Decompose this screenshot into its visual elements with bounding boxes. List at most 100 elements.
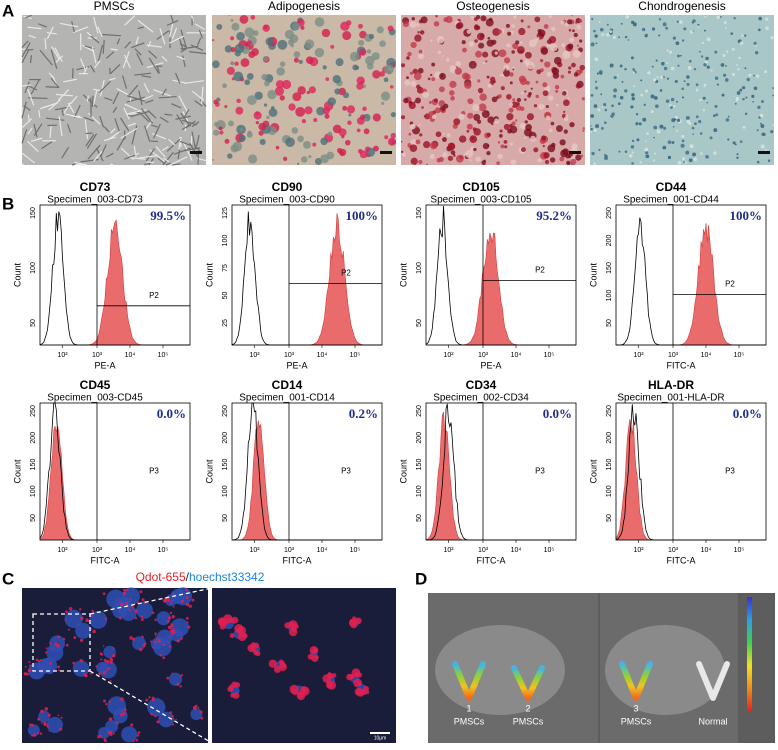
- stain: [504, 145, 508, 149]
- stain: [548, 36, 557, 44]
- stain: [556, 125, 563, 132]
- x-tick-label: 10⁵: [158, 352, 169, 359]
- stain: [509, 72, 514, 77]
- stain: [224, 138, 230, 144]
- cell: [80, 158, 99, 163]
- stain: [617, 102, 621, 106]
- stain: [612, 35, 617, 39]
- stain: [756, 129, 759, 132]
- cell: [163, 157, 170, 163]
- stain: [681, 96, 685, 99]
- cell: [21, 129, 28, 144]
- stain: [656, 129, 661, 134]
- panel-label: A: [2, 1, 14, 20]
- stain: [703, 63, 707, 67]
- stain: [308, 86, 316, 94]
- scale-bar: [190, 151, 202, 154]
- x-tick-label: 10⁴: [511, 547, 522, 554]
- stain: [687, 65, 692, 70]
- stain: [458, 113, 465, 120]
- stain: [406, 56, 410, 60]
- cell: [97, 44, 104, 62]
- stain: [469, 135, 478, 144]
- stain: [487, 83, 493, 88]
- stain: [714, 76, 719, 80]
- cell: [29, 55, 33, 64]
- qdot: [110, 730, 113, 733]
- stain: [229, 15, 231, 17]
- stain: [433, 98, 438, 103]
- stain: [748, 73, 752, 77]
- stain: [549, 43, 558, 52]
- stain: [443, 103, 449, 109]
- graft-number: 3: [633, 703, 638, 713]
- stain: [316, 106, 325, 116]
- cell: [153, 89, 172, 97]
- stain: [663, 126, 667, 130]
- stain: [262, 24, 270, 32]
- stain: [431, 77, 436, 82]
- v-graft: [696, 661, 730, 701]
- qdot: [80, 616, 84, 620]
- stain: [681, 134, 685, 138]
- cell: [41, 141, 53, 150]
- stain: [739, 88, 743, 92]
- cell: [45, 86, 60, 88]
- stain: [594, 34, 598, 38]
- qdot: [107, 667, 111, 670]
- stain: [590, 93, 594, 97]
- stain: [676, 100, 678, 103]
- stain: [503, 69, 511, 77]
- qdot: [59, 727, 63, 731]
- cell: [108, 77, 116, 81]
- cell: [116, 88, 129, 96]
- cell: [161, 55, 168, 62]
- x-tick-label: 10⁵: [158, 547, 169, 554]
- cell: [137, 26, 144, 30]
- stain: [472, 104, 480, 112]
- qdot: [357, 681, 362, 686]
- stain: [321, 28, 331, 38]
- stain: [422, 50, 425, 53]
- y-axis-label: Count: [398, 459, 408, 484]
- stain: [491, 96, 498, 103]
- cell: [104, 97, 113, 101]
- stain: [671, 141, 675, 144]
- qdot: [68, 606, 73, 611]
- stain: [685, 116, 690, 121]
- stain: [506, 94, 512, 100]
- stain: [363, 128, 370, 135]
- stain: [427, 77, 431, 81]
- cell: [63, 102, 72, 114]
- stain: [421, 106, 424, 109]
- panel-label: B: [2, 194, 14, 213]
- stain: [619, 64, 623, 68]
- cell: [157, 157, 166, 165]
- qdot: [122, 591, 127, 595]
- qdot: [100, 658, 103, 661]
- stain: [598, 21, 601, 24]
- stain: [650, 110, 654, 114]
- cell: [33, 123, 43, 136]
- qdot: [26, 672, 29, 676]
- stain: [494, 51, 498, 55]
- stain: [429, 154, 435, 160]
- y-tick-label: 200: [222, 432, 229, 444]
- stain: [247, 130, 252, 135]
- stain: [264, 80, 270, 87]
- stain: [745, 96, 748, 99]
- stain: [409, 100, 412, 104]
- qdot: [188, 604, 192, 608]
- cell: [123, 107, 130, 120]
- stain: [342, 92, 350, 99]
- stain: [292, 22, 300, 31]
- qdot: [112, 654, 116, 658]
- cell: [27, 127, 33, 135]
- stain: [672, 125, 675, 128]
- stain: [596, 72, 600, 75]
- y-tick-label: 200: [606, 432, 613, 444]
- stain: [506, 113, 514, 121]
- cell: [88, 112, 101, 125]
- stain: [713, 128, 718, 133]
- stain: [213, 122, 219, 127]
